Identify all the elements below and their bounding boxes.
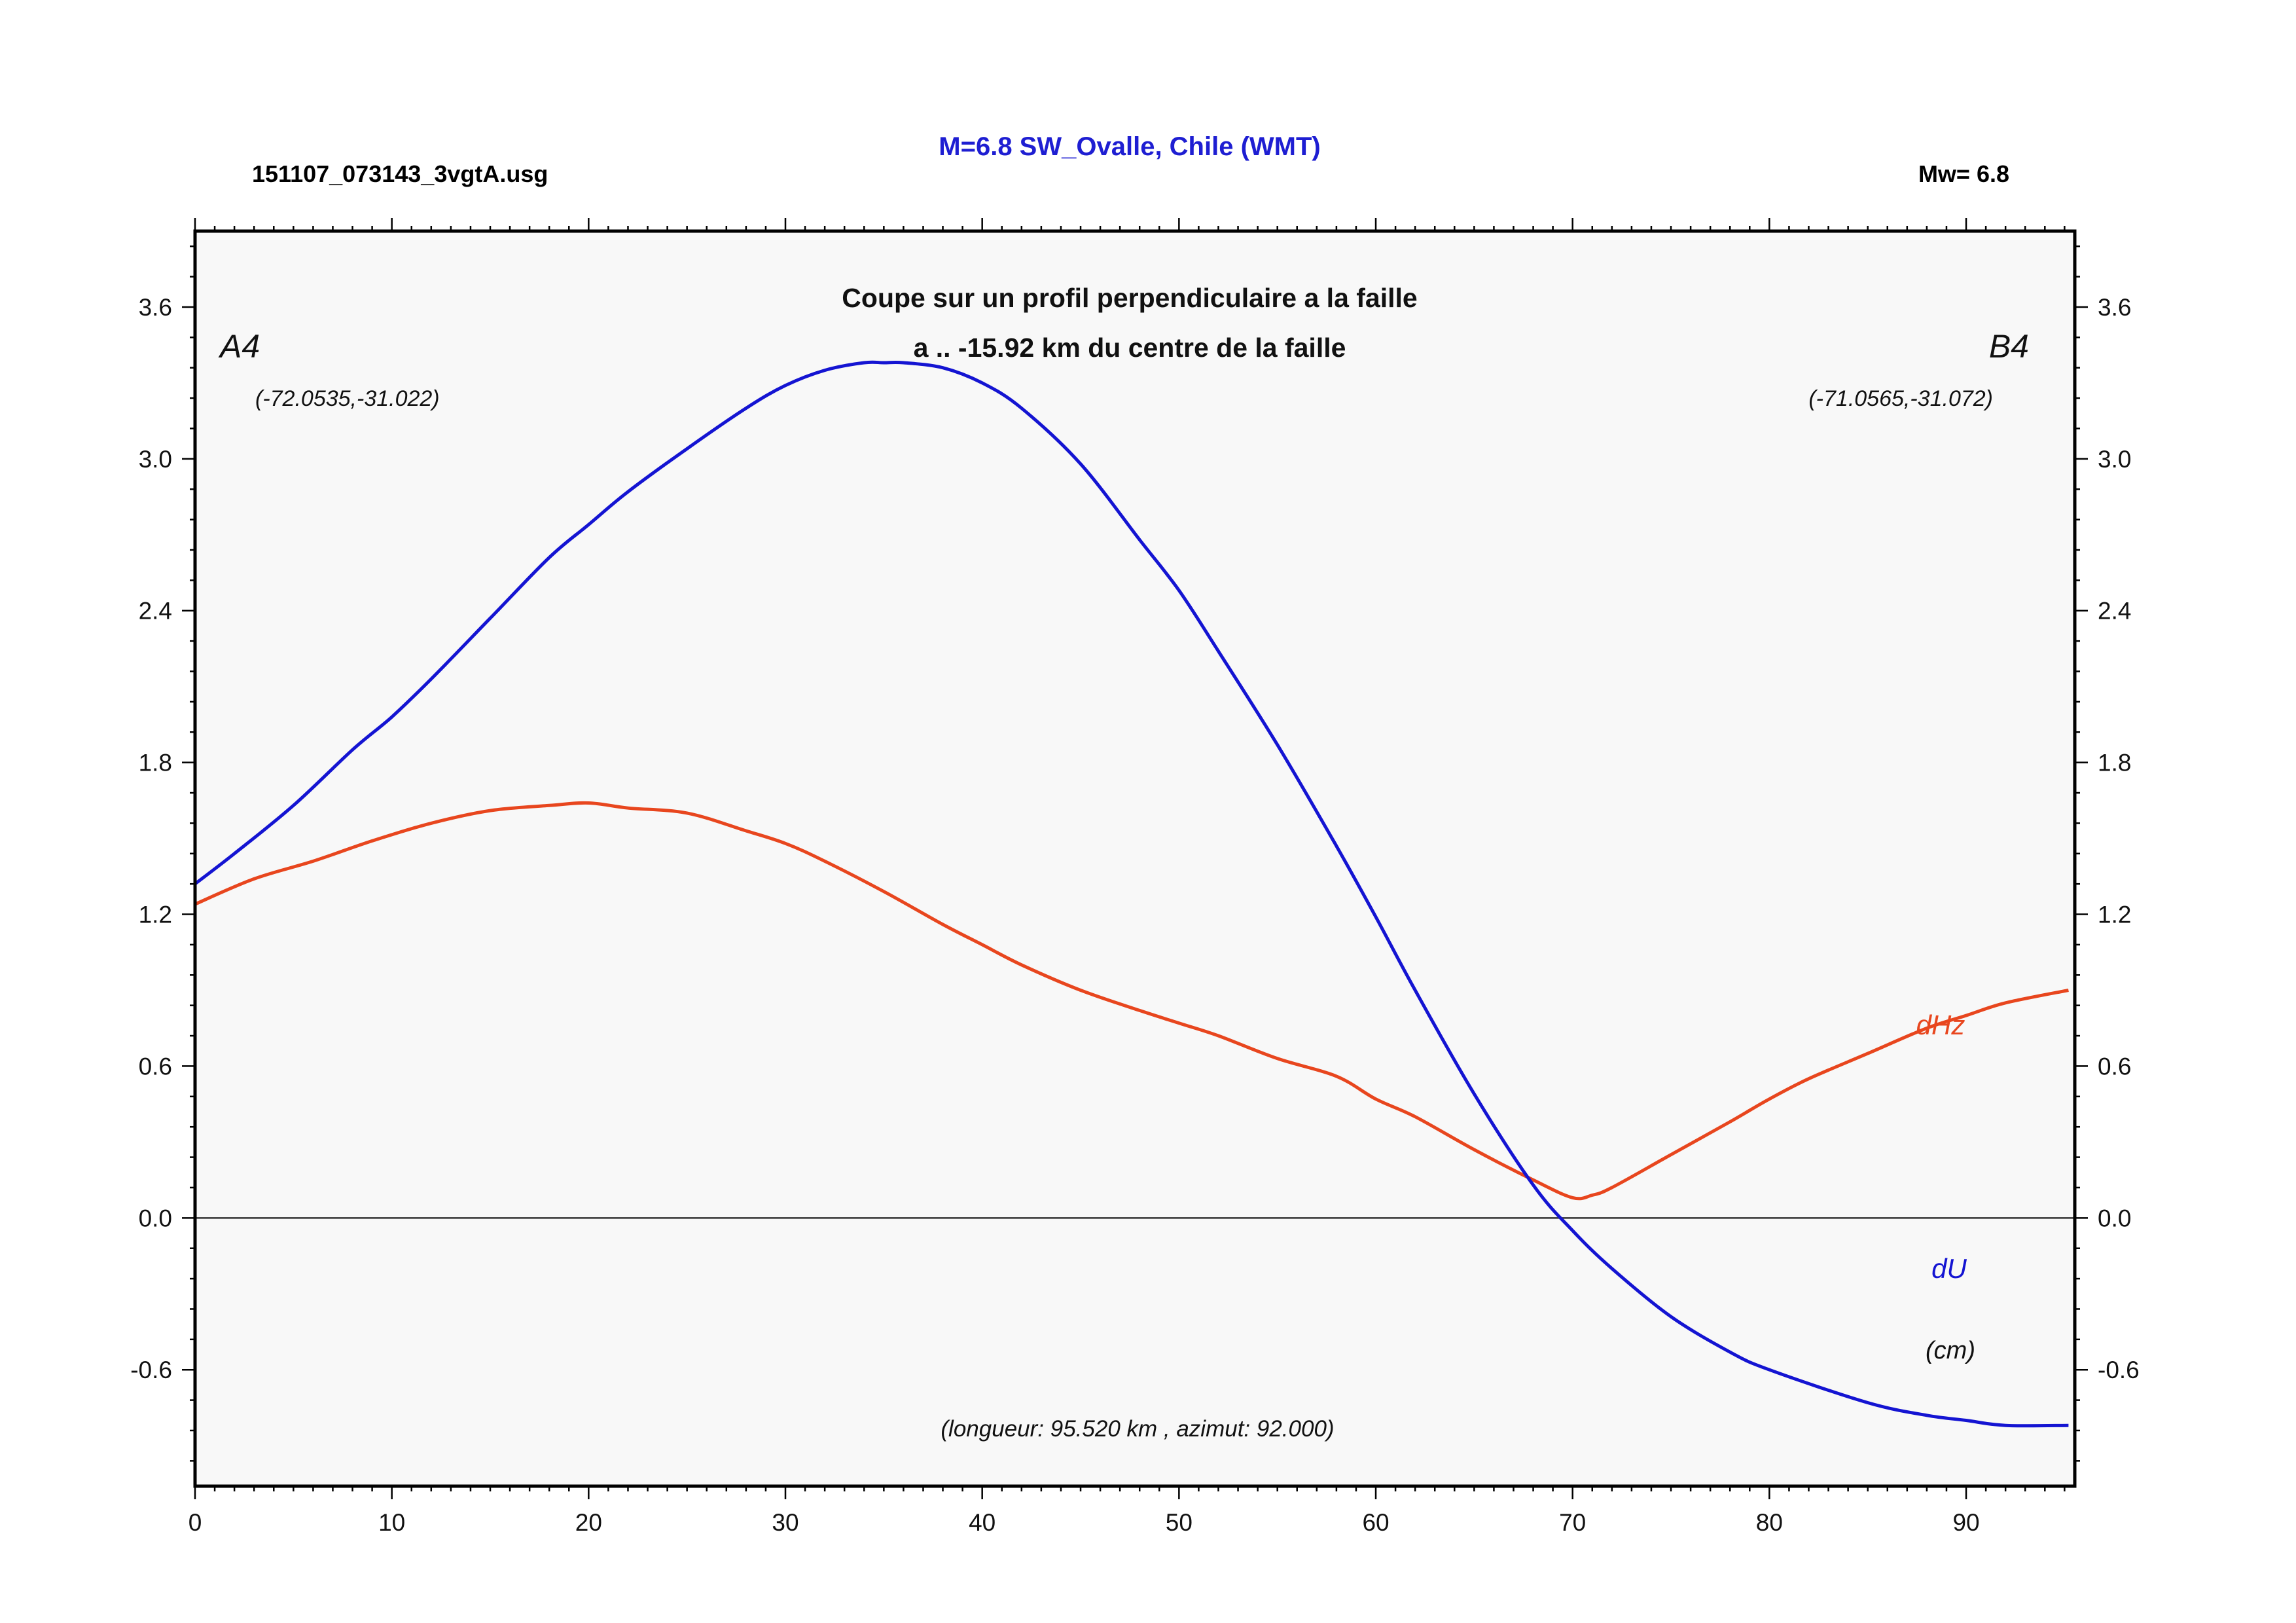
series-line-du: [194, 360, 2069, 1428]
units-label: (cm): [1926, 1337, 1975, 1364]
y-axis-right-tick-labels: 3.6 3.0 2.4 1.8 1.2 0.6 0.0 -0.6: [2098, 294, 2140, 1383]
y-tick-label-right: 3.0: [2098, 446, 2131, 473]
y-tick-label-left: 3.6: [139, 294, 172, 321]
y-tick-label-left: 3.0: [139, 446, 172, 473]
y-tick-label-left: 0.0: [139, 1205, 172, 1231]
x-axis-tick-labels: 0 10 20 30 40 50 60 70 80 90: [188, 1509, 1980, 1536]
x-tick-label: 30: [772, 1509, 798, 1536]
y-tick-label-right: 0.6: [2098, 1053, 2131, 1080]
y-tick-label-right: 3.6: [2098, 294, 2131, 321]
plot-area: [195, 231, 2075, 1486]
y-axis-left-tick-labels: 3.6 3.0 2.4 1.8 1.2 0.6 0.0 -0.6: [130, 294, 172, 1383]
x-tick-label: 40: [969, 1509, 996, 1536]
profile-footnote: (longueur: 95.520 km , azimut: 92.000): [941, 1416, 1334, 1442]
x-tick-label: 20: [575, 1509, 602, 1536]
end-point-label: B4: [1989, 328, 2029, 365]
y-tick-label-left: -0.6: [130, 1357, 172, 1383]
start-point-label: A4: [218, 328, 260, 365]
du-series-label: dU: [1931, 1253, 1967, 1284]
x-tick-label: 70: [1559, 1509, 1586, 1536]
y-tick-label-right: 1.8: [2098, 750, 2131, 776]
file-name-label: 151107_073143_3vgtA.usg: [252, 160, 548, 187]
x-tick-label: 50: [1166, 1509, 1193, 1536]
x-tick-label: 80: [1756, 1509, 1783, 1536]
start-point-coords: (-72.0535,-31.022): [255, 386, 440, 411]
series-line-dhz: [194, 801, 2069, 1201]
y-tick-label-left: 2.4: [139, 598, 172, 625]
y-tick-label-right: 2.4: [2098, 598, 2131, 625]
chart-main-title: M=6.8 SW_Ovalle, Chile (WMT): [939, 132, 1320, 161]
magnitude-label: Mw= 6.8: [1918, 160, 2009, 187]
y-tick-label-left: 1.2: [139, 902, 172, 928]
x-tick-label: 90: [1952, 1509, 1979, 1536]
y-tick-label-right: 1.2: [2098, 902, 2131, 928]
x-tick-label: 10: [378, 1509, 405, 1536]
y-tick-label-left: 1.8: [139, 750, 172, 776]
axis-major-ticks: [182, 218, 2088, 1499]
y-tick-label-right: -0.6: [2098, 1357, 2140, 1383]
y-tick-label-left: 0.6: [139, 1053, 172, 1080]
end-point-coords: (-71.0565,-31.072): [1808, 386, 1993, 411]
profile-subtitle: a .. -15.92 km du centre de la faille: [914, 333, 1346, 363]
profile-title: Coupe sur un profil perpendiculaire a la…: [842, 283, 1417, 313]
x-tick-label: 0: [188, 1509, 202, 1536]
dhz-series-label: dHz: [1916, 1010, 1965, 1040]
plot-frame: [193, 229, 2077, 1488]
x-tick-label: 60: [1362, 1509, 1389, 1536]
y-tick-label-right: 0.0: [2098, 1205, 2131, 1231]
